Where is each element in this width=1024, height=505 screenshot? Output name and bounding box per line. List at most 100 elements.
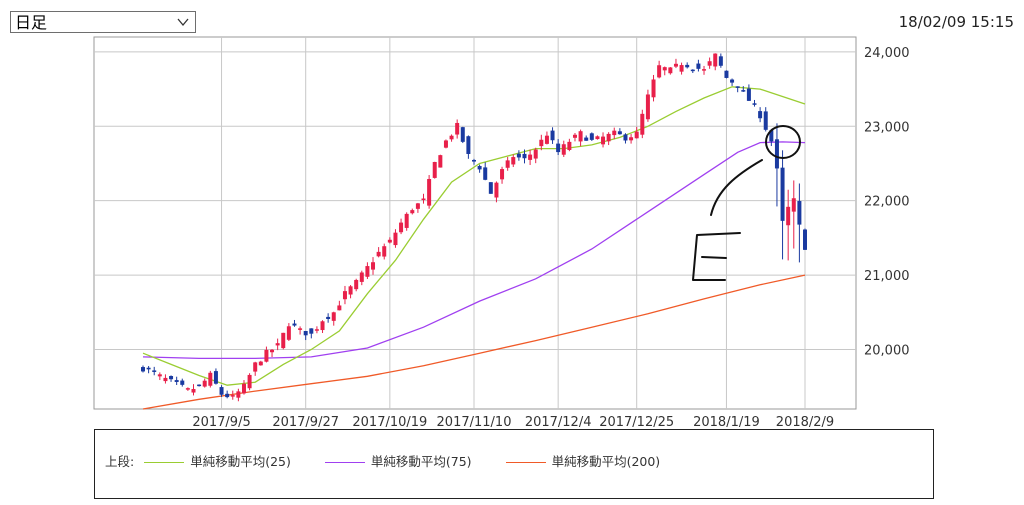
legend-header: 上段: xyxy=(105,454,135,469)
candle-body xyxy=(601,136,606,145)
candle-body xyxy=(589,133,594,140)
candle-body xyxy=(258,361,263,366)
candle-body xyxy=(673,63,678,67)
candle-body xyxy=(724,70,729,78)
candle-body xyxy=(488,182,493,194)
candle-body xyxy=(331,312,336,321)
candle-body xyxy=(359,272,364,282)
candle-body xyxy=(449,135,454,140)
candle-body xyxy=(606,133,611,142)
hand-annotations xyxy=(692,125,801,281)
candle-body xyxy=(236,391,241,398)
candle-body xyxy=(702,69,707,71)
candle-body xyxy=(303,330,308,336)
candle-body xyxy=(645,94,650,120)
y-tick-label: 21,000 xyxy=(864,269,910,284)
candle-body xyxy=(169,376,174,380)
candle-body xyxy=(550,130,555,141)
candle-body xyxy=(763,111,768,130)
candle-body xyxy=(466,136,471,154)
candle-body xyxy=(494,182,499,198)
candle-body xyxy=(443,140,448,148)
candle-body xyxy=(399,222,404,233)
candle-body xyxy=(516,153,521,158)
x-tick-label: 2017/12/25 xyxy=(599,415,674,430)
candle-body xyxy=(427,179,432,206)
candle-body xyxy=(544,135,549,144)
legend-label-ma25: 単純移動平均(25) xyxy=(190,454,291,469)
candle-body xyxy=(572,134,577,138)
legend-swatch-ma75 xyxy=(324,461,365,463)
x-tick-label: 2017/9/27 xyxy=(272,415,339,430)
candle-body xyxy=(421,198,426,201)
candle-body xyxy=(264,349,269,362)
candle-body xyxy=(354,279,359,290)
annotation-curve xyxy=(710,159,763,216)
candle-body xyxy=(483,167,488,180)
legend-item-ma75: 単純移動平均(75) xyxy=(324,452,472,472)
x-axis-labels: 2017/9/5 2017/9/27 2017/10/19 2017/11/10 201… xyxy=(192,415,834,430)
period-select[interactable]: 日足 xyxy=(10,11,196,33)
candle-body xyxy=(197,384,202,387)
candle-body xyxy=(741,90,746,92)
horizontal-gridlines xyxy=(94,51,856,350)
y-tick-label: 24,000 xyxy=(864,46,910,61)
candle-body xyxy=(208,372,213,386)
candle-body xyxy=(629,137,634,141)
candle-body xyxy=(640,113,645,135)
candle-body xyxy=(786,206,791,226)
period-select-value: 日足 xyxy=(15,13,48,32)
candle-body xyxy=(511,157,516,165)
y-tick-label: 20,000 xyxy=(864,343,910,358)
candle-body xyxy=(180,380,185,385)
candles-series xyxy=(141,53,807,402)
legend-panel: 上段: 単純移動平均(25) 単純移動平均(75) 単純移動平均(200) xyxy=(94,429,934,499)
candle-body xyxy=(247,374,252,389)
candle-body xyxy=(281,332,286,349)
x-tick-label: 2017/10/19 xyxy=(352,415,427,430)
candle-body xyxy=(690,69,695,72)
candle-body xyxy=(561,144,566,155)
y-tick-label: 22,000 xyxy=(864,195,910,210)
candle-body xyxy=(657,65,662,78)
candle-body xyxy=(522,153,527,159)
candle-body xyxy=(500,169,505,180)
candle-body xyxy=(213,371,218,384)
candle-body xyxy=(348,286,353,295)
candle-body xyxy=(696,63,701,69)
candle-body xyxy=(595,136,600,140)
candle-body xyxy=(141,367,145,372)
x-tick-label: 2018/2/9 xyxy=(776,415,834,430)
candle-body xyxy=(292,323,297,326)
candle-body xyxy=(387,239,392,243)
ma75-series xyxy=(142,141,806,360)
candle-body xyxy=(382,246,387,257)
legend-swatch-ma200 xyxy=(505,461,546,463)
candle-body xyxy=(286,326,291,340)
candle-body xyxy=(342,291,347,300)
candle-body xyxy=(713,53,718,67)
candle-body xyxy=(298,328,303,330)
candle-body xyxy=(404,213,409,228)
candle-body xyxy=(270,349,275,353)
x-tick-label: 2017/9/5 xyxy=(192,415,250,430)
candle-body xyxy=(752,103,757,105)
candle-body xyxy=(253,362,258,372)
candle-body xyxy=(202,380,207,387)
candle-body xyxy=(735,86,740,88)
candle-body xyxy=(623,134,628,141)
y-axis-labels: 20,000 21,000 22,000 23,000 24,000 xyxy=(864,46,910,359)
legend-label-ma75: 単純移動平均(75) xyxy=(370,454,472,469)
candle-body xyxy=(241,383,246,394)
annotation-circle xyxy=(765,125,801,159)
candle-body xyxy=(320,321,325,331)
candle-body xyxy=(185,388,190,390)
candle-body xyxy=(578,131,583,142)
candle-body xyxy=(718,56,723,66)
candle-body xyxy=(528,154,533,160)
candle-body xyxy=(533,149,538,159)
candle-body xyxy=(146,367,151,370)
candle-body xyxy=(612,130,617,136)
candle-body xyxy=(410,210,415,214)
candle-body xyxy=(617,131,622,135)
